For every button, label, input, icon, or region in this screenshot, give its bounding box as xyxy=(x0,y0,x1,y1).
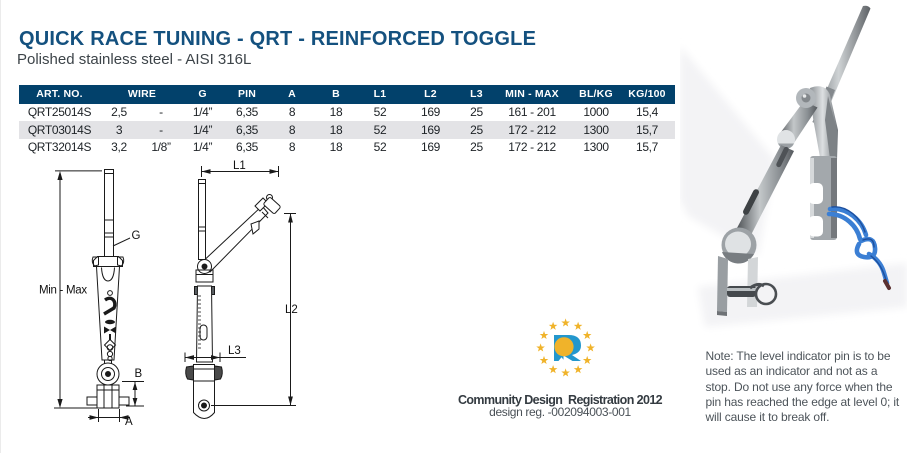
svg-text:G: G xyxy=(132,230,141,242)
svg-text:A: A xyxy=(125,416,133,428)
svg-text:L2: L2 xyxy=(285,304,298,316)
svg-text:Min - Max: Min - Max xyxy=(39,285,87,297)
svg-text:B: B xyxy=(135,368,143,380)
svg-text:L3: L3 xyxy=(228,345,241,357)
svg-text:L1: L1 xyxy=(233,160,246,172)
